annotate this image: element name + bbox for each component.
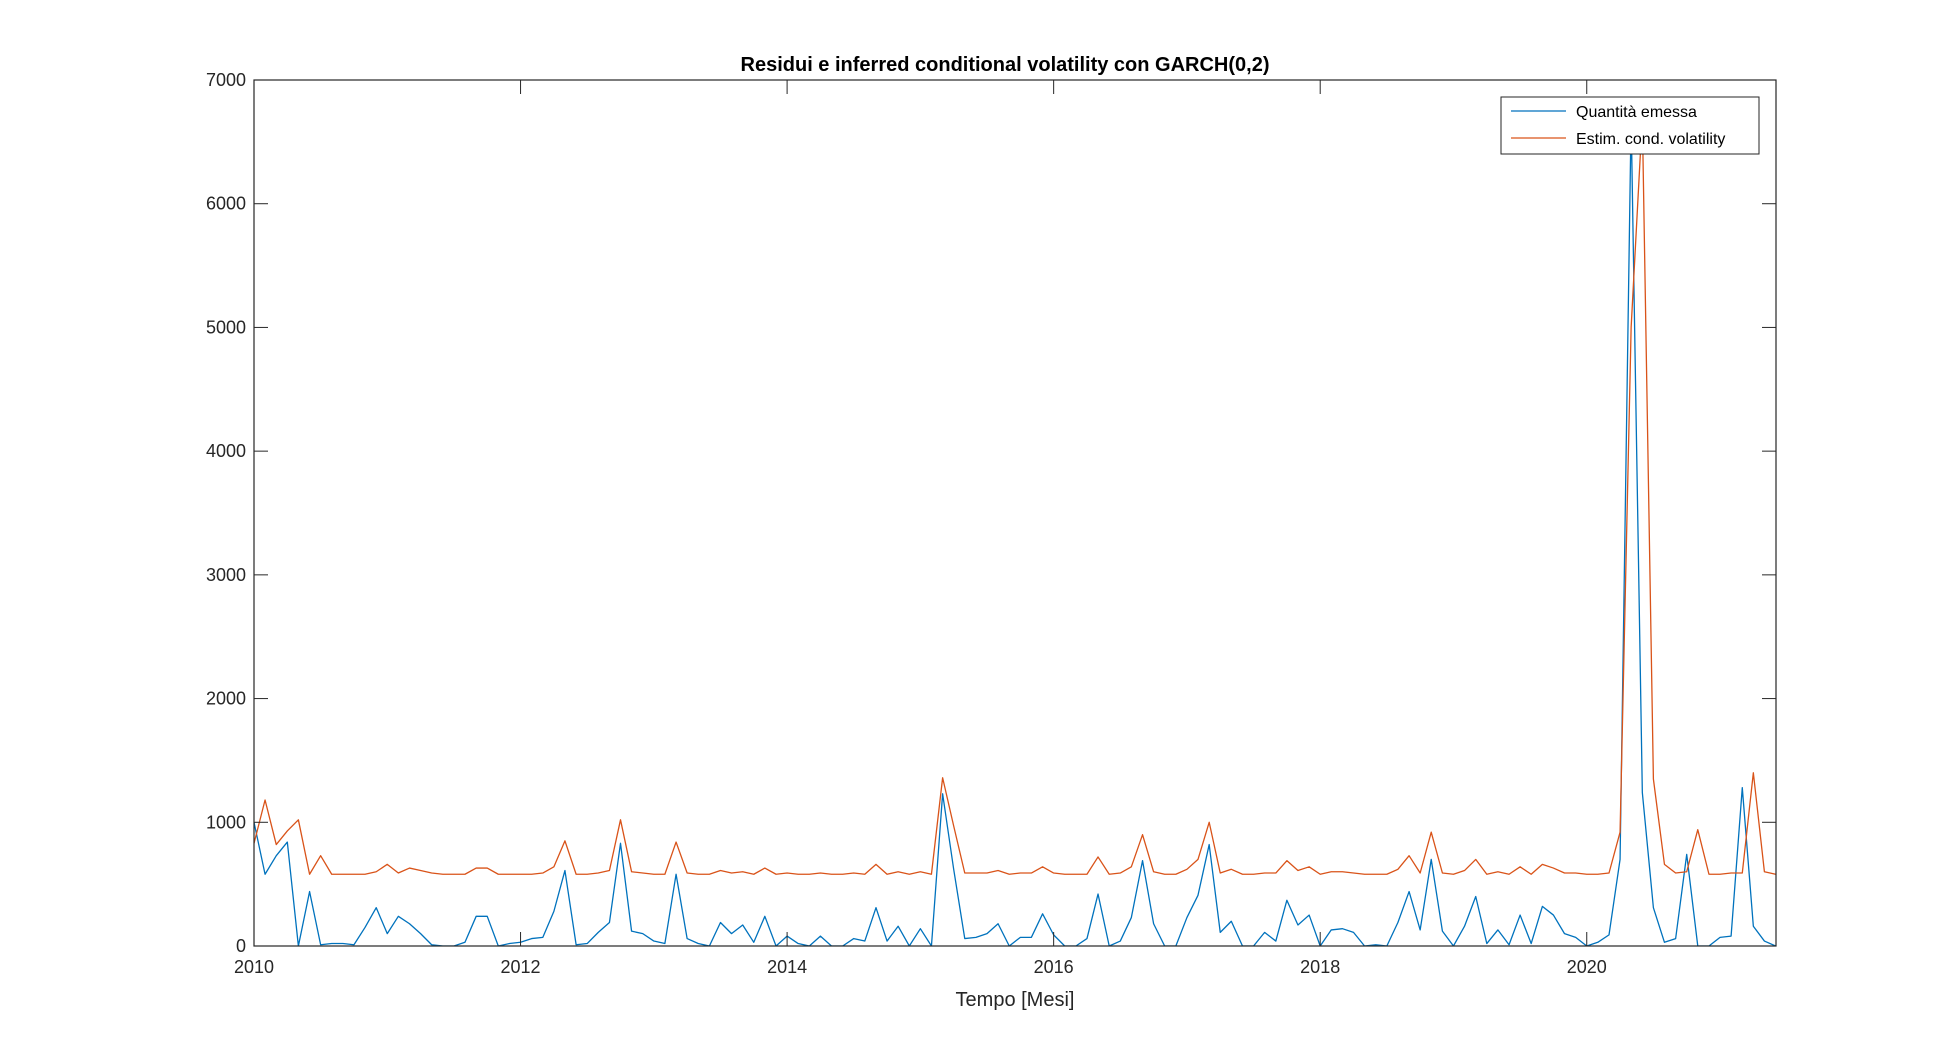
- y-tick-label-6000: 6000: [206, 194, 246, 214]
- legend-label-estim-cond-volatility: Estim. cond. volatility: [1576, 131, 1725, 148]
- x-tick-label-2016: 2016: [1034, 957, 1074, 977]
- x-tick-label-2010: 2010: [234, 957, 274, 977]
- x-tick-label-2020: 2020: [1567, 957, 1607, 977]
- y-tick-label-3000: 3000: [206, 565, 246, 585]
- chart-title: Residui e inferred conditional volatilit…: [741, 54, 1270, 76]
- legend-box: [1500, 96, 1760, 155]
- legend-label-quantita-emessa: Quantità emessa: [1576, 104, 1697, 121]
- legend: Quantità emessa Estim. cond. volatility: [1500, 96, 1760, 155]
- series-layer: [254, 116, 1776, 946]
- y-tick-label-7000: 7000: [206, 70, 246, 90]
- y-tick-label-4000: 4000: [206, 441, 246, 461]
- x-axis-label: Tempo [Mesi]: [956, 989, 1075, 1011]
- x-tick-label-2012: 2012: [501, 957, 541, 977]
- series-line-quantita-emessa: [254, 116, 1776, 946]
- y-tick-label-2000: 2000: [206, 689, 246, 709]
- series-line-estim-cond-volatility: [254, 116, 1776, 875]
- axes-box: [253, 79, 1777, 947]
- x-tick-label-2018: 2018: [1300, 957, 1340, 977]
- x-tick-label-2014: 2014: [767, 957, 807, 977]
- y-tick-label-5000: 5000: [206, 317, 246, 337]
- y-axis: 0 1000 2000 3000 4000 5000 6000 7000: [206, 70, 1776, 956]
- plot-area: [254, 80, 1776, 946]
- x-axis: 2010 2012 2014 2016 2018 2020: [234, 80, 1607, 977]
- y-tick-label-1000: 1000: [206, 812, 246, 832]
- y-tick-label-0: 0: [236, 936, 246, 956]
